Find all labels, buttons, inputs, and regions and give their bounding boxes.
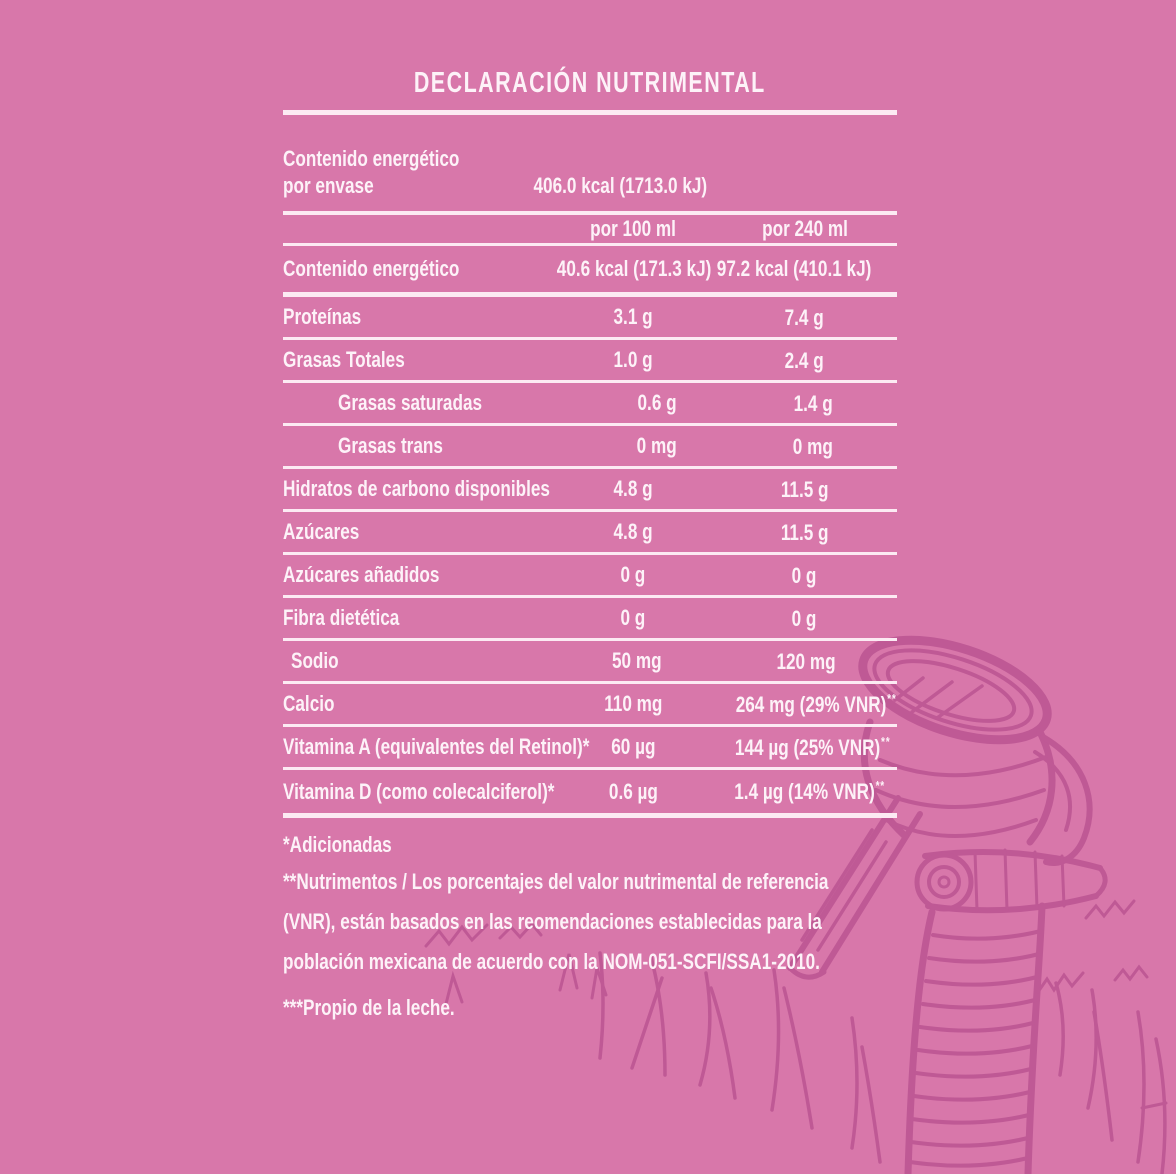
table-row: Azúcares añadidos 0 g 0 g [283,555,897,598]
value-per-240ml: 264 mg (29% VNR)** [735,690,897,717]
value-per-240ml: 0 mg [792,433,833,459]
value-per-240ml: 0 g [792,605,817,631]
energy-row: Contenido energético 40.6 kcal (171.3 kJ… [283,246,897,292]
panel-title: DECLARACIÓN NUTRIMENTAL [283,66,897,100]
value-per-240ml: 144 µg (25% VNR)** [734,733,891,760]
value-per-240ml: 120 mg [776,648,836,674]
value-per-100ml: 60 µg [610,734,656,759]
value-per-100ml: 4.8 g [613,476,653,501]
column-header-row: por 100 ml por 240 ml [283,215,897,246]
nutrient-label: Sodio [291,648,339,673]
table-row: Vitamina D (como colecalciferol)* 0.6 µg 1… [283,770,897,813]
value-per-240ml: 1.4 µg (14% VNR)** [734,778,885,804]
nutrient-label: Grasas trans [338,433,443,458]
value-per-240ml: 2.4 g [784,347,825,373]
table-row: Hidratos de carbono disponibles 4.8 g 11.5… [283,469,897,512]
nutrition-facts-panel: DECLARACIÓN NUTRIMENTAL Contenido energé… [283,0,897,1028]
value-per-240ml: 0 g [792,562,817,588]
section-rule [283,292,897,297]
footnotes: *Adicionadas **Nutrimentos / Los porcent… [283,828,897,1028]
value-per-100ml: 40.6 kcal (171.3 kJ) [556,256,712,281]
energy-per-package-row: Contenido energético por envase 406.0 kc… [283,115,897,211]
energy-per-package-label: Contenido energético por envase [283,146,460,198]
footnote-adicionadas: *Adicionadas [283,832,392,857]
value-per-100ml: 0.6 µg [608,778,658,804]
value-per-100ml: 50 mg [611,648,662,673]
section-rule [283,211,897,215]
value-per-100ml: 0 g [620,562,646,587]
value-per-240ml: 11.5 g [780,519,829,545]
table-row: Grasas Totales 1.0 g 2.4 g [283,340,897,383]
panel-title-text: DECLARACIÓN NUTRIMENTAL [414,67,766,99]
footnote-paragraph: **Nutrimentos / Los porcentajes del valo… [283,862,897,982]
footnote-line: **Nutrimentos / Los porcentajes del valo… [283,869,829,894]
section-rule [283,813,897,818]
nutrient-label: Vitamina D (como colecalciferol)* [283,778,555,804]
nutrient-label: Proteínas [283,304,362,329]
nutrient-label: Azúcares añadidos [283,562,440,587]
milk-cans-illustration [424,635,1168,1174]
value-per-100ml: 3.1 g [613,304,653,329]
nutrient-rows: Proteínas 3.1 g 7.4 g Grasas Totales 1.0 g 2.… [283,297,897,813]
footnote-propio: ***Propio de la leche. [283,995,455,1020]
nutrient-label: Calcio [283,691,335,716]
value-per-100ml: 0 g [620,605,646,630]
table-row: Vitamina A (equivalentes del Retinol)* 60… [283,727,897,770]
table-row: Azúcares 4.8 g 11.5 g [283,512,897,555]
nutrient-label: Grasas saturadas [338,390,483,415]
nutrient-label: Vitamina A (equivalentes del Retinol)* [283,734,590,759]
value-per-240ml: 1.4 g [793,390,833,416]
footnote-line: (VNR), están basados en las reomendacion… [283,909,822,934]
vnr-asterisks: ** [886,690,897,706]
nutrient-label: Fibra dietética [283,605,400,630]
nutrient-label: Azúcares [283,519,360,544]
value-per-100ml: 0.6 g [637,390,677,415]
vnr-asterisks: ** [880,733,891,749]
table-row: Sodio 50 mg 120 mg [283,641,897,684]
table-row: Calcio 110 mg 264 mg (29% VNR)** [283,684,897,727]
value-per-240ml: 97.2 kcal (410.1 kJ) [716,256,872,281]
table-row: Grasas trans 0 mg 0 mg [283,426,897,469]
nutrient-label: Contenido energético [283,256,460,281]
value-per-240ml: 7.4 g [784,304,825,330]
nutrient-label: Grasas Totales [283,347,405,372]
value-per-100ml: 1.0 g [613,347,653,372]
table-row: Grasas saturadas 0.6 g 1.4 g [283,383,897,426]
vnr-asterisks: ** [875,778,885,793]
value-per-240ml: 11.5 g [780,476,829,502]
nutrient-label: Hidratos de carbono disponibles [283,476,550,501]
value-per-100ml: 110 mg [603,691,663,716]
column-header-100ml: por 100 ml [590,216,676,241]
value-per-100ml: 0 mg [636,433,677,458]
table-row: Proteínas 3.1 g 7.4 g [283,297,897,340]
column-header-240ml: por 240 ml [761,216,848,241]
title-underline [283,110,897,115]
table-row: Fibra dietética 0 g 0 g [283,598,897,641]
footnote-line: población mexicana de acuerdo con la NOM… [283,949,820,974]
value-per-100ml: 4.8 g [613,519,653,544]
energy-per-package-value: 406.0 kcal (1713.0 kJ) [533,173,708,198]
